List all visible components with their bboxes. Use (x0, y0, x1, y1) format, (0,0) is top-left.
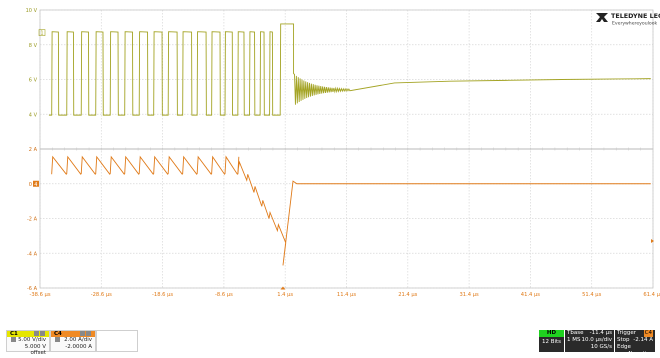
bits-label: 12 Bits (541, 339, 562, 345)
oscilloscope-display: -38.6 µs -28.6 µs -18.6 µs -8.6 µs 1.4 µs 11.… (25, 8, 660, 298)
c1-ground-marker (38, 29, 46, 36)
c4-invert-icon (85, 331, 91, 336)
trigger-mode: Stop (617, 337, 630, 343)
c4-offset: -2.0000 A (65, 343, 92, 350)
y-tick-label-c1: 8 V (29, 43, 38, 49)
y-tick-label-c1: 4 V (29, 112, 38, 118)
logo-icon (596, 13, 608, 22)
y-tick-label-c1: 6 V (29, 78, 38, 84)
sample-rate: 10 GS/s (590, 344, 612, 350)
y-tick-label-c4: 2 A (29, 147, 38, 153)
x-tick-label: 61.4 µs (643, 292, 660, 298)
x-tick-label: 51.4 µs (582, 292, 601, 298)
trigger-label: Trigger (617, 330, 636, 336)
y-tick-label-c4: -4 A (27, 251, 38, 257)
empty-tile (96, 330, 138, 352)
x-tick-label: -8.6 µs (215, 292, 233, 298)
c1-bw-icon (33, 331, 39, 336)
trigger-level-marker[interactable] (651, 239, 654, 243)
c1-offset: 5.000 V offset (24, 343, 46, 357)
timebase-label: Tbase (567, 330, 584, 336)
x-tick-label: 11.4 µs (337, 292, 356, 298)
c1-invert-icon (39, 331, 45, 336)
trigger-type: Edge (617, 344, 631, 350)
trigger-level: -2.14 A (633, 337, 653, 343)
timebase-value: -11.4 µs (589, 330, 612, 336)
x-tick-label: 41.4 µs (521, 292, 540, 298)
y-tick-label-c1: 10 V (26, 8, 38, 14)
trigger-source: C4 (643, 330, 653, 337)
trigger-slope: Negative (628, 351, 653, 357)
x-tick-label: 21.4 µs (398, 292, 417, 298)
status-bar: C1 5.00 V/div 5.000 V offset C4 2.00 A/d… (0, 330, 660, 357)
c4-bw-icon (79, 331, 85, 336)
c4-marker-label: 4 (34, 182, 37, 188)
channel-markers: 14 (33, 29, 286, 290)
x-tick-label: -38.6 µs (29, 292, 50, 298)
x-tick-label: 1.4 µs (277, 292, 293, 298)
x-tick-label: -28.6 µs (91, 292, 112, 298)
time-per-div: 10.0 µs/div (581, 337, 613, 343)
c4-ground-marker (33, 180, 39, 187)
c4-label: C4 (54, 331, 62, 337)
x-tick-label: -18.6 µs (152, 292, 173, 298)
trace-c4 (51, 155, 651, 266)
sample-count: 1 MS (567, 337, 581, 343)
y-tick-label-c4: -6 A (27, 286, 38, 292)
y-tick-label-c4: -2 A (27, 217, 38, 223)
channel-c1-tile[interactable]: C1 5.00 V/div 5.000 V offset (6, 330, 50, 357)
brand-tagline: Everywhereyoulook (612, 21, 658, 27)
c1-marker-label: 1 (40, 31, 43, 37)
x-tick-label: 31.4 µs (459, 292, 478, 298)
c1-vdiv: 5.00 V/div (18, 337, 46, 343)
c1-filter-icon (11, 337, 16, 342)
trigger-tile[interactable]: Trigger C4 Stop -2.14 A Edge Negative (615, 330, 655, 357)
c4-adiv: 2.00 A/div (64, 337, 92, 343)
teledyne-lecroy-logo: TELEDYNE LECROY Everywhereyoulook (596, 12, 660, 27)
trigger-time-marker (280, 286, 286, 290)
c1-label: C1 (10, 331, 18, 337)
hd-badge: HD (539, 330, 564, 337)
trace-c1 (48, 23, 651, 116)
brand-name: TELEDYNE LECROY (611, 12, 660, 20)
channel-c4-tile[interactable]: C4 2.00 A/div -2.0000 A (50, 330, 96, 352)
acquisition-tile[interactable]: HD 12 Bits (539, 330, 564, 352)
timebase-tile[interactable]: Tbase -11.4 µs 1 MS 10.0 µs/div 10 GS/s (565, 330, 614, 352)
c4-filter-icon (55, 337, 60, 342)
traces (48, 23, 651, 266)
